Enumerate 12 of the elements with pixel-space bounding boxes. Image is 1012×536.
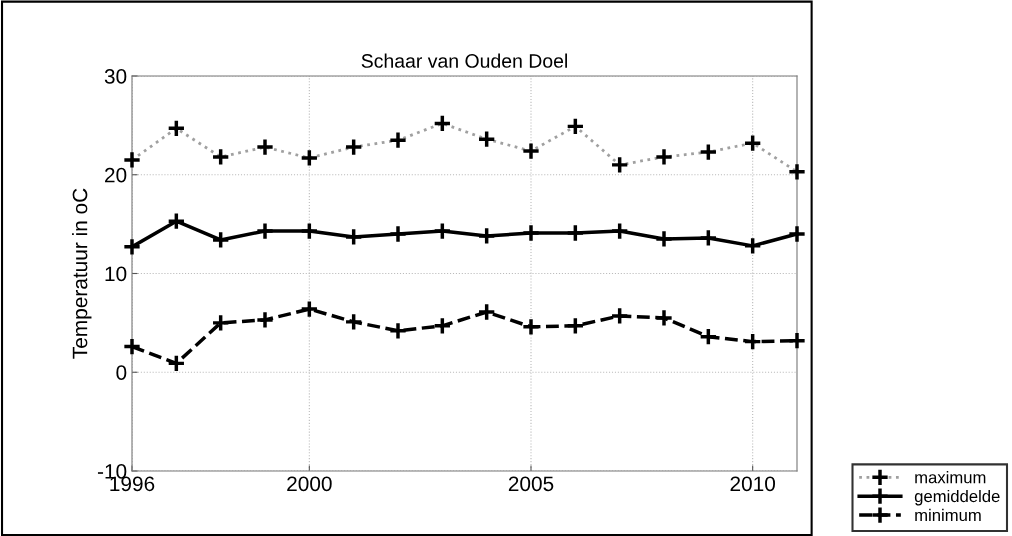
legend-label: minimum bbox=[915, 508, 981, 522]
x-tick-label: 2005 bbox=[508, 476, 554, 492]
y-tick-label: 20 bbox=[105, 167, 127, 183]
y-tick-label: 10 bbox=[105, 266, 127, 282]
chart-title: Schaar van Ouden Doel bbox=[361, 53, 567, 68]
legend-label: gemiddelde bbox=[914, 489, 1000, 506]
x-tick-label: 2010 bbox=[730, 476, 776, 492]
x-tick-label: 2000 bbox=[287, 476, 332, 492]
y-tick-label: 0 bbox=[116, 365, 127, 380]
legend-label: maximum bbox=[915, 471, 986, 484]
y-tick-label: 30 bbox=[104, 69, 127, 84]
y-axis-title: Temperatuur in oC bbox=[72, 188, 92, 359]
